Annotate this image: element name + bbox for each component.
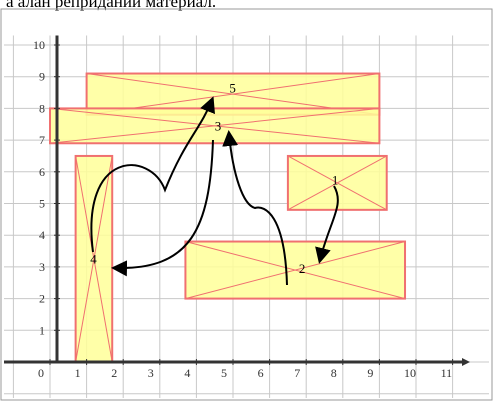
label-5: 5 xyxy=(229,81,236,96)
y-tick-label: 3 xyxy=(39,260,45,274)
label-4: 4 xyxy=(90,252,97,267)
arrow-4-to-5 xyxy=(90,96,215,253)
diagram-frame: 0 1 2 3 4 5 6 7 8 9 10 11 1 2 3 4 5 6 7 8 9 10 5 3 1 4 2 xyxy=(0,8,493,401)
y-tick-label: 8 xyxy=(39,101,45,115)
y-tick-label: 10 xyxy=(33,38,45,52)
label-2: 2 xyxy=(299,261,306,276)
rect-labels: 5 3 1 4 2 xyxy=(90,81,338,277)
x-tick-label: 6 xyxy=(258,366,264,380)
x-tick-label: 3 xyxy=(148,366,154,380)
label-1: 1 xyxy=(332,172,339,187)
x-tick-label: 1 xyxy=(75,366,81,380)
y-tick-label: 2 xyxy=(39,292,45,306)
arrow-2-to-3 xyxy=(222,130,288,286)
x-axis-arrow xyxy=(462,358,470,366)
x-tick-label: 10 xyxy=(404,366,416,380)
x-tick-label: 11 xyxy=(441,366,453,380)
rect-diagonal xyxy=(287,155,387,211)
rect-diagonal xyxy=(49,107,380,144)
y-tick-label: 4 xyxy=(39,228,45,242)
x-tick-label: 7 xyxy=(294,366,300,380)
x-tick-label: 0 xyxy=(38,366,44,380)
top-caption: а алан реприданий материал. xyxy=(6,0,217,11)
x-tick-label: 5 xyxy=(221,366,227,380)
label-3: 3 xyxy=(215,119,222,134)
rect-diagonal xyxy=(185,241,406,300)
x-tick-label: 8 xyxy=(331,366,337,380)
x-tick-label: 9 xyxy=(367,366,373,380)
y-tick-label: 9 xyxy=(39,70,45,84)
x-tick-label: 2 xyxy=(111,366,117,380)
y-tick-label: 5 xyxy=(39,197,45,211)
rectangles xyxy=(49,72,407,363)
x-tick-label: 4 xyxy=(184,366,190,380)
y-tick-label: 7 xyxy=(39,133,45,147)
y-tick-label: 6 xyxy=(39,165,45,179)
outer-border xyxy=(0,8,493,401)
arrow-1-to-2 xyxy=(315,185,339,264)
arrows xyxy=(90,96,339,286)
rect-diagonal xyxy=(75,155,113,363)
arrow-3-to-4 xyxy=(111,139,214,277)
y-tick-label: 1 xyxy=(39,323,45,337)
